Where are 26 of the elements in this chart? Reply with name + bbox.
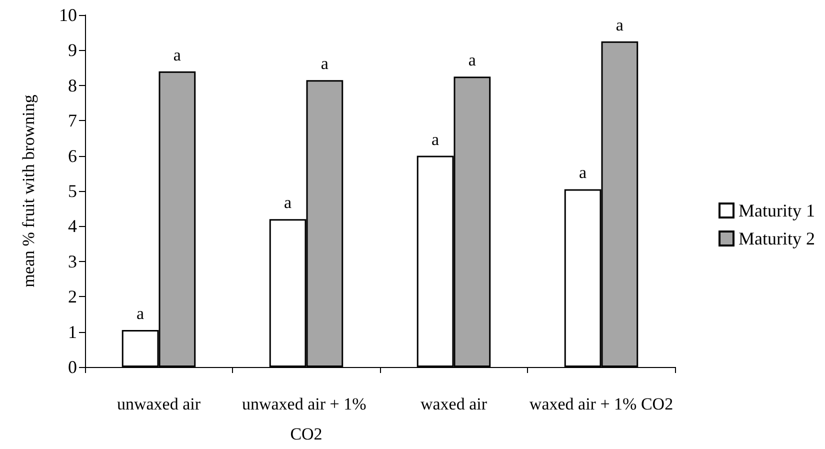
data-label: a [616,15,624,34]
data-label: a [579,163,588,182]
legend-label: Maturity 2 [738,228,816,248]
data-label: a [320,54,329,74]
y-tick-label: 6 [68,146,77,166]
data-label: a [468,50,476,70]
x-tick-label: waxed air + 1% CO2 [529,394,674,414]
y-tick-label: 9 [68,40,77,60]
y-tick-label: 1 [68,322,77,342]
x-tick-label: waxed air [420,394,488,414]
x-tick-label: unwaxed air [116,394,201,414]
y-tick-label: 4 [68,216,77,236]
y-tick-label: 3 [68,251,77,272]
y-tick-label: 0 [68,357,77,377]
y-tick-label: 5 [68,181,77,201]
legend-label: Maturity 1 [738,200,816,220]
y-tick-label: 10 [59,5,77,25]
y-tick-label: 8 [68,75,77,96]
data-label: a [432,130,440,149]
y-axis-title: mean % fruit with browning [19,94,38,288]
y-tick-label: 7 [68,110,77,131]
data-label: a [284,193,292,212]
data-label: a [173,45,182,64]
x-tick-label: unwaxed air + 1% CO2 [242,394,371,444]
data-label: a [136,304,145,324]
y-tick-label: 2 [68,286,77,307]
